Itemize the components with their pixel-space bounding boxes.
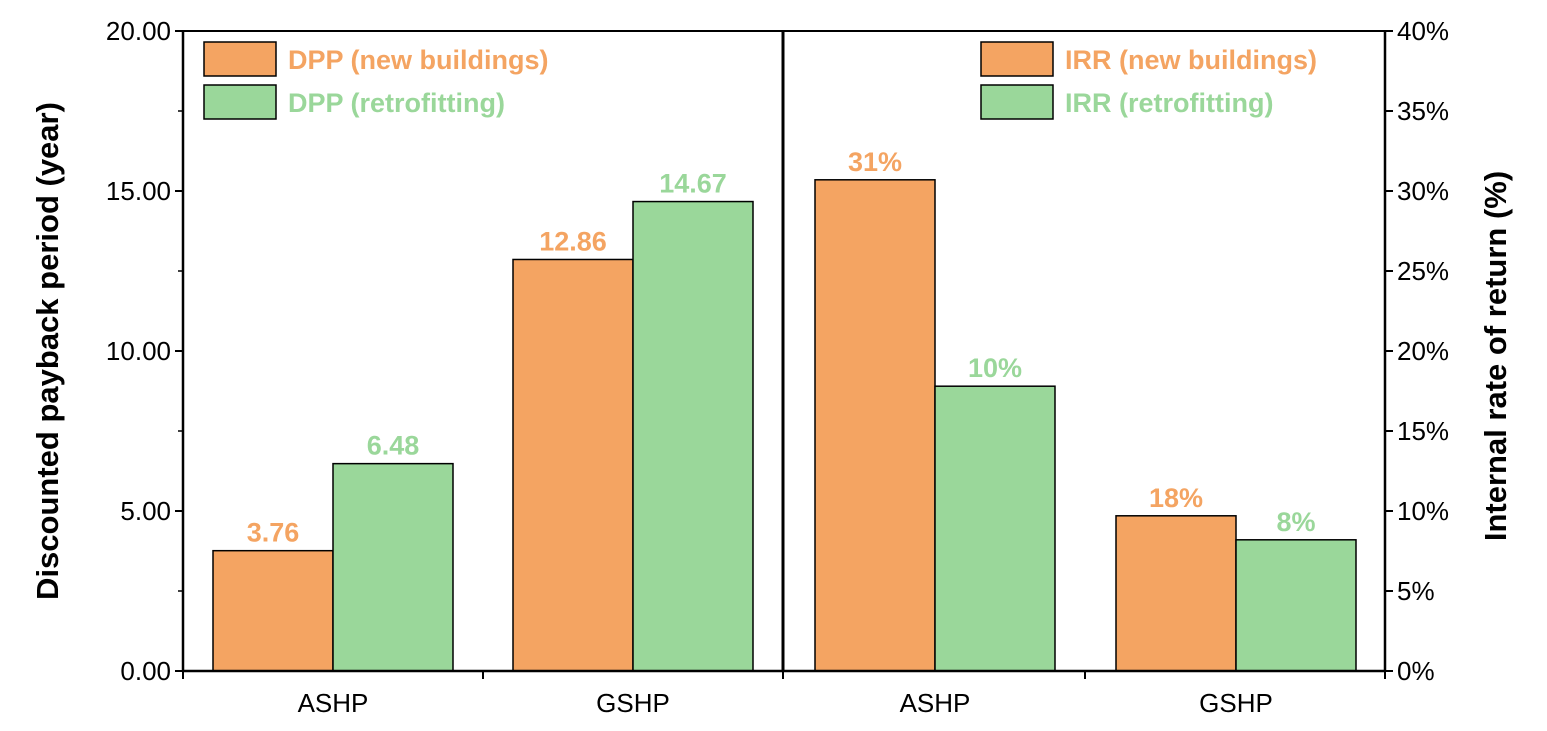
- right-y-tick-label-0: 0%: [1397, 656, 1435, 686]
- right-bar-ashp-retro: [934, 385, 1056, 672]
- right-y-axis-title: Internal rate of return (%): [1478, 171, 1513, 541]
- right-data-label-ashp-retro: 10%: [968, 353, 1022, 383]
- left-x-tick-label-ashp: ASHP: [298, 688, 369, 718]
- legend-layer: DPP (new buildings) DPP (retrofitting) IRR…: [203, 41, 1317, 120]
- right-y-tick-label-6: 30%: [1397, 176, 1449, 206]
- left-bar-ashp-retro: [332, 462, 454, 672]
- left-data-label-ashp-new: 3.76: [247, 518, 300, 548]
- left-y-tick-label-3: 15.00: [106, 176, 171, 206]
- left-data-label-gshp-retro: 14.67: [659, 169, 727, 199]
- left-y-axis-title: Discounted payback period (year): [30, 102, 65, 600]
- right-bar-gshp-new: [1115, 515, 1237, 672]
- right-y-tick-label-4: 20%: [1397, 336, 1449, 366]
- left-legend-swatch-1: [203, 84, 277, 120]
- right-y-tick-label-8: 40%: [1397, 16, 1449, 46]
- right-y-tick-label-3: 15%: [1397, 416, 1449, 446]
- left-data-label-gshp-new: 12.86: [539, 226, 607, 256]
- right-bar-ashp-new: [814, 179, 936, 672]
- left-legend-label-1: DPP (retrofitting): [288, 88, 505, 118]
- left-y-tick-label-1: 5.00: [120, 496, 171, 526]
- left-y-tick-label-4: 20.00: [106, 16, 171, 46]
- left-data-label-ashp-retro: 6.48: [367, 431, 420, 461]
- bars-layer: [212, 179, 1357, 672]
- left-y-tick-label-2: 10.00: [106, 336, 171, 366]
- right-x-tick-label-ashp: ASHP: [900, 688, 971, 718]
- right-bar-gshp-retro: [1235, 539, 1357, 672]
- right-y-tick-label-2: 10%: [1397, 496, 1449, 526]
- right-legend-swatch-0: [980, 41, 1054, 77]
- right-data-label-gshp-new: 18%: [1149, 483, 1203, 513]
- right-data-label-gshp-retro: 8%: [1276, 507, 1315, 537]
- right-y-tick-label-7: 35%: [1397, 96, 1449, 126]
- left-legend-label-0: DPP (new buildings): [288, 45, 549, 75]
- right-data-label-ashp-new: 31%: [848, 147, 902, 177]
- right-y-tick-label-5: 25%: [1397, 256, 1449, 286]
- left-y-tick-label-0: 0.00: [120, 656, 171, 686]
- left-x-tick-label-gshp: GSHP: [596, 688, 670, 718]
- axes-layer: [175, 30, 1393, 679]
- left-bar-gshp-new: [512, 258, 634, 672]
- right-legend-label-1: IRR (retrofitting): [1065, 88, 1273, 118]
- left-bar-gshp-retro: [632, 200, 754, 672]
- left-legend-swatch-0: [203, 41, 277, 77]
- right-legend-swatch-1: [980, 84, 1054, 120]
- right-y-tick-label-1: 5%: [1397, 576, 1435, 606]
- right-x-tick-label-gshp: GSHP: [1199, 688, 1273, 718]
- labels-layer: 3.76 12.86 6.48 14.67 ASHP GSHP 31% 18% 10% 8% ASH…: [30, 16, 1513, 718]
- left-bar-ashp-new: [212, 549, 334, 672]
- right-legend-label-0: IRR (new buildings): [1065, 45, 1317, 75]
